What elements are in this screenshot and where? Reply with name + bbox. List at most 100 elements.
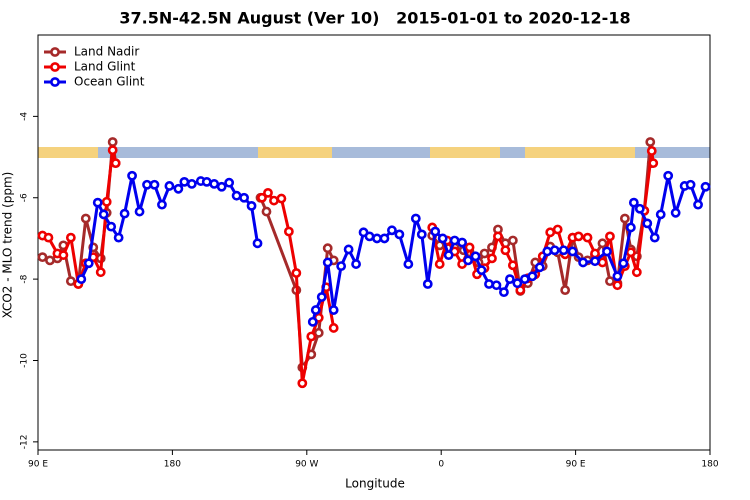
data-point [499,287,509,298]
data-point [336,261,347,271]
data-point [434,259,445,269]
data-point [58,250,69,261]
data-point [519,274,530,285]
data-point [261,206,272,217]
data-point [372,233,382,244]
data-point [449,235,460,246]
data-point [209,179,220,189]
data-point [246,200,257,211]
legend-label: Land Glint [74,60,136,74]
data-point [76,274,87,285]
data-point [487,253,497,264]
data-point [110,158,121,169]
data-point [645,137,656,147]
data-point [527,271,538,282]
data-point [655,209,666,220]
data-point [625,222,636,233]
data-point [83,258,94,269]
data-point [437,233,448,244]
legend-label: Ocean Glint [74,75,145,89]
data-point [201,176,212,187]
data-point [628,197,639,208]
data-point [65,276,76,287]
data-point [252,238,263,249]
data-point [700,181,711,192]
data-point [387,225,397,236]
x-tick-label: 90 E [28,460,48,470]
data-point [364,231,375,242]
data-point [276,193,287,204]
x-tick-label: 180 [164,460,181,470]
data-point [493,231,503,242]
data-point [157,199,167,210]
data-point [307,316,318,327]
x-tick-label: 180 [701,460,718,470]
data-point [597,257,608,268]
data-point [95,267,106,278]
chart-title: 37.5N-42.5N August (Ver 10) 2015-01-01 t… [119,9,630,28]
land-strip [38,147,98,158]
x-tick-label: 90 W [295,460,318,470]
legend-marker [50,47,60,57]
legend-marker [50,77,60,87]
data-point [92,197,103,208]
data-point [578,257,588,268]
data-point [173,183,184,194]
data-point [224,177,235,188]
data-point [670,207,681,218]
data-point [313,327,324,338]
plot-frame [37,34,711,451]
data-point [590,256,600,267]
data-point [269,195,279,206]
data-point [631,267,642,278]
data-point [479,248,490,259]
legend-label: Land Nadir [74,45,139,59]
data-point [37,252,48,263]
data-point [343,244,354,255]
y-tick-label: -8 [20,274,30,283]
data-point [263,187,273,198]
data-point [310,305,321,315]
data-point [612,271,623,282]
data-point [648,158,659,169]
data-point [322,257,333,268]
data-point [80,213,91,224]
data-point [567,246,578,257]
data-point [549,245,560,256]
data-point [422,279,433,289]
data-point [649,232,660,243]
data-point [328,323,339,333]
data-point [507,260,518,271]
x-axis-label: Longitude [345,477,405,491]
data-point [164,181,175,191]
data-point [328,305,339,315]
data-point [642,218,653,229]
data-point [142,179,152,190]
data-point [663,170,674,181]
data-point [45,255,55,266]
land-strip [430,147,500,158]
data-point [113,232,124,243]
data-point [322,243,333,254]
y-axis-label: XCO2 - MLO trend (ppm) [1,172,15,319]
data-point [464,242,475,253]
y-tick-label: -4 [20,112,30,121]
data-point [410,213,421,224]
data-point [484,279,494,289]
data-point [283,226,294,237]
data-point [693,199,703,210]
x-tick-label: 90 E [566,460,586,470]
data-point [558,245,569,256]
data-point [634,203,645,214]
data-point [534,262,545,273]
legend-marker [50,62,60,72]
data-point [186,179,197,189]
data-point [500,245,511,256]
data-point [507,235,518,246]
data-point [597,238,608,249]
data-point [316,292,327,302]
data-point [216,181,227,192]
data-point [394,229,405,240]
data-point [602,246,612,257]
data-point [573,231,584,242]
